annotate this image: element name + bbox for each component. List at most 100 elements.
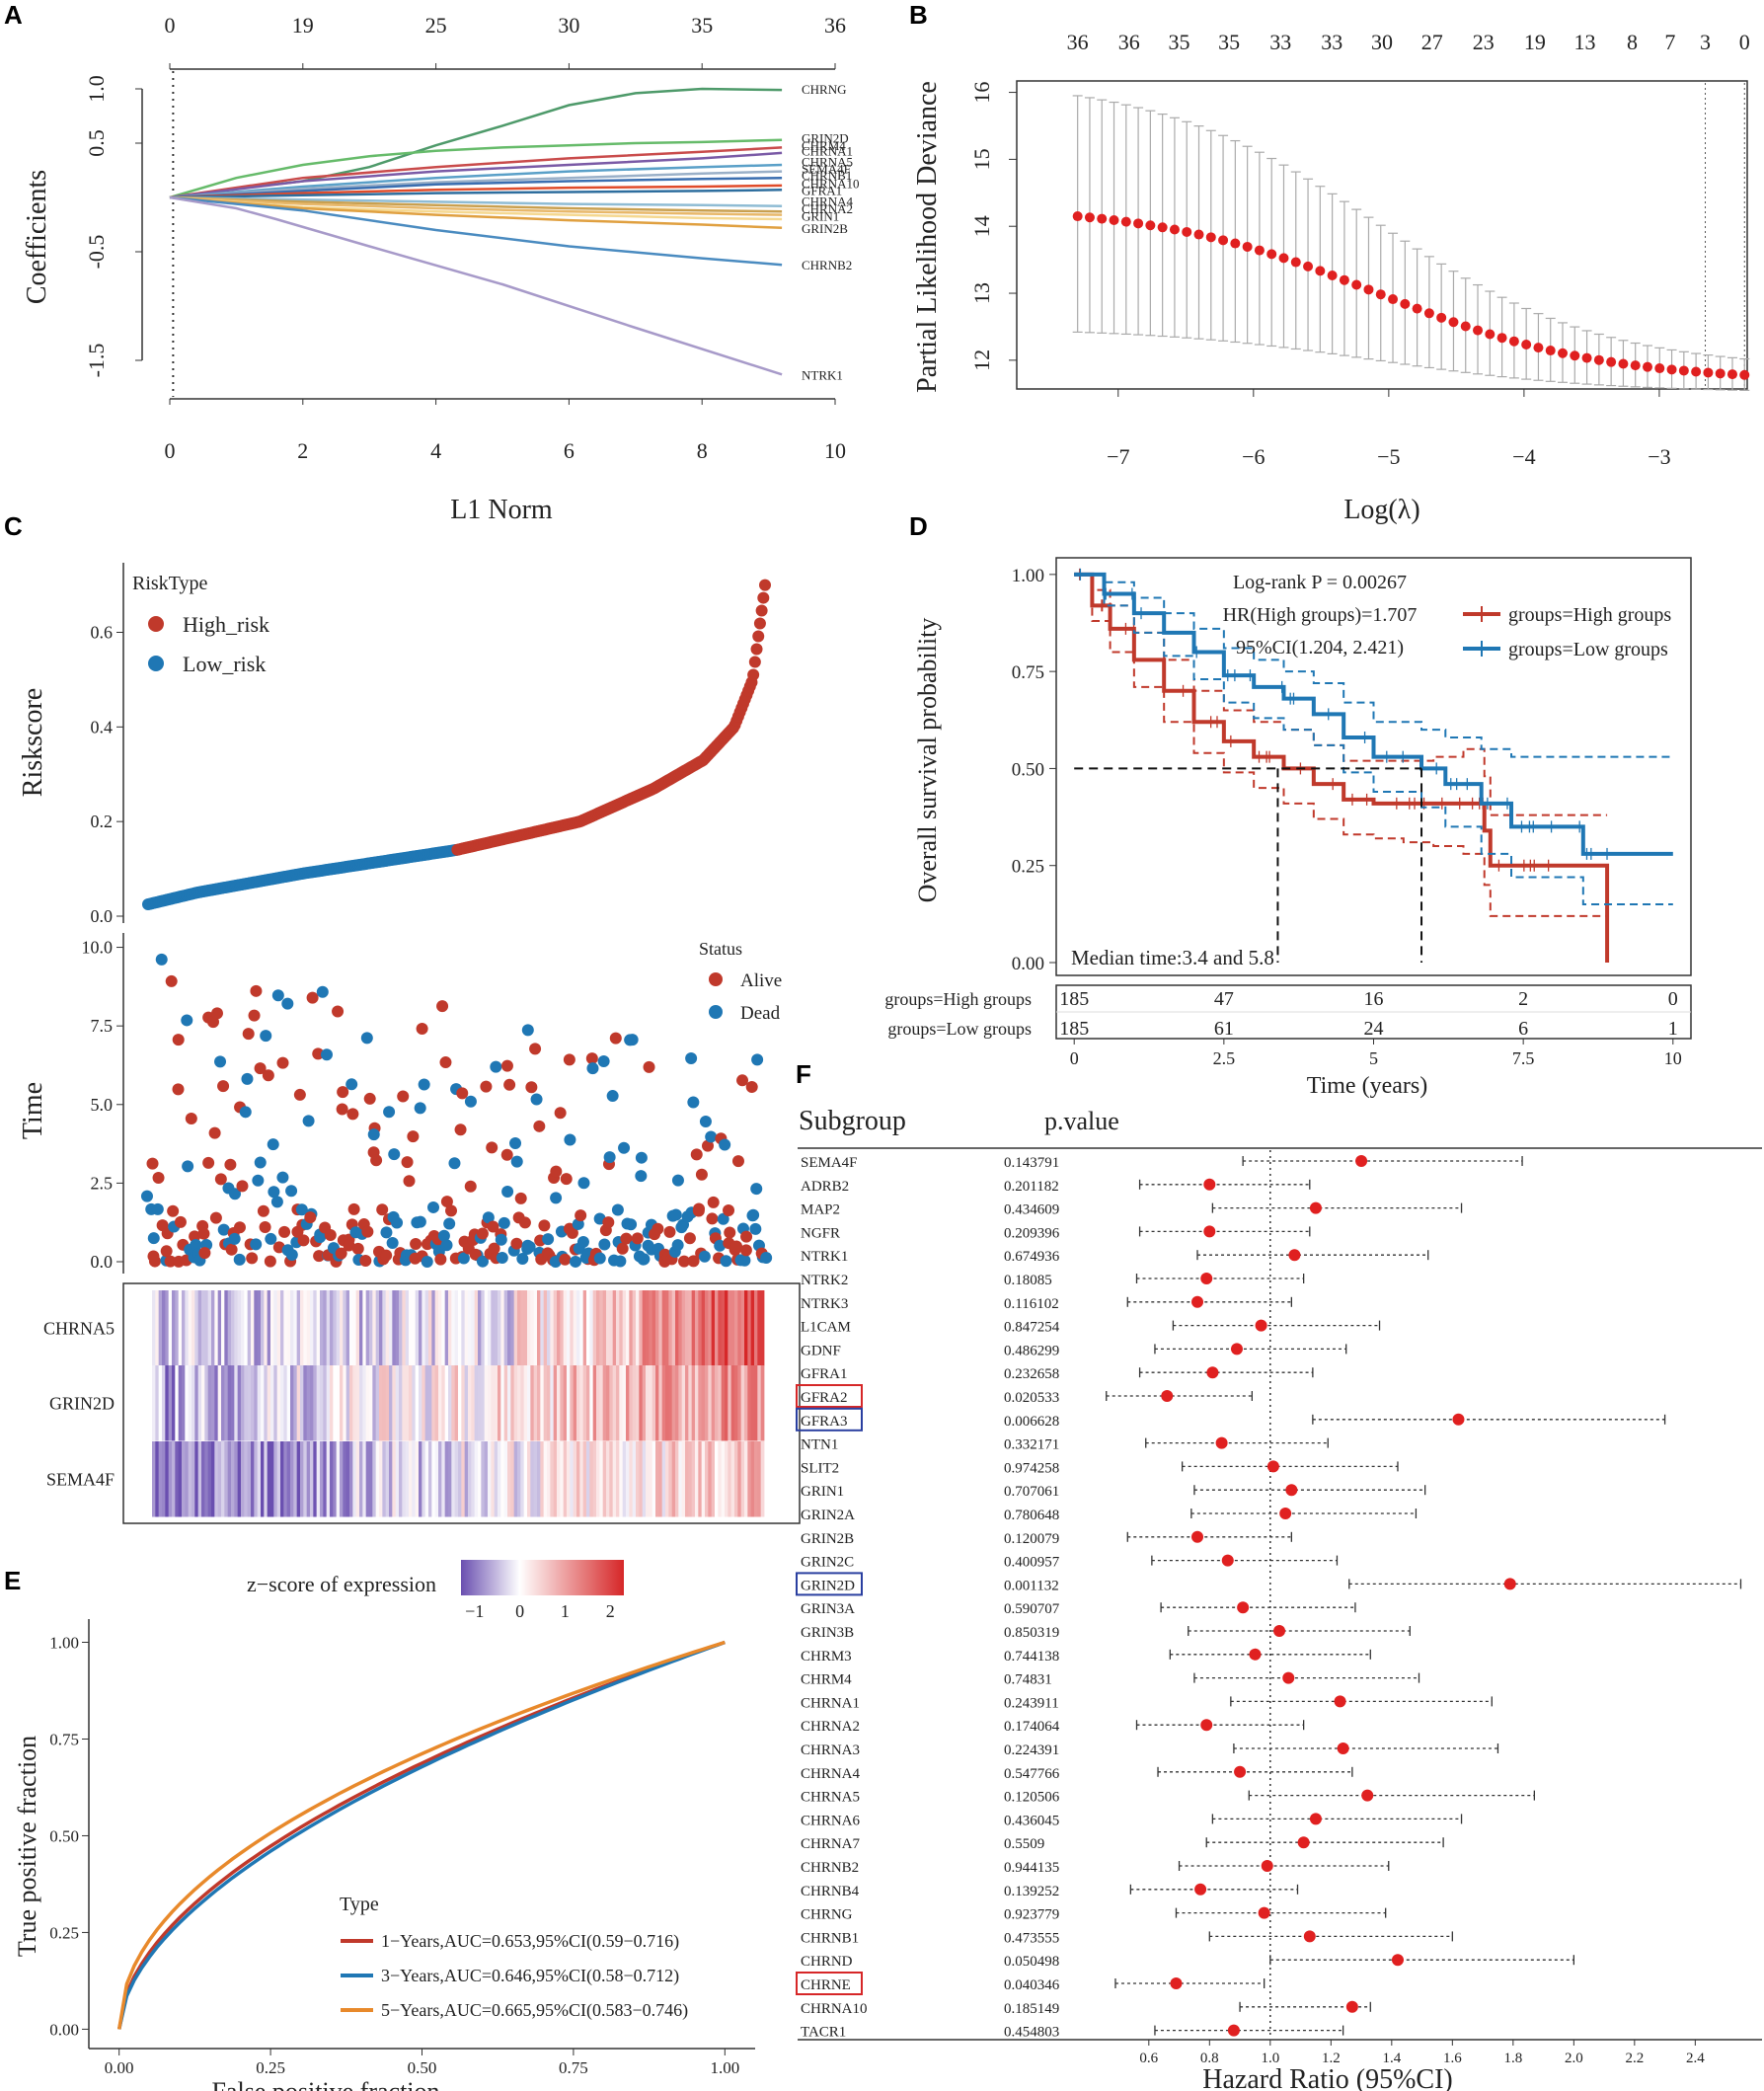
heatmap-cell [276,1365,281,1441]
heatmap-cell [612,1290,617,1366]
panel-label-b: B [909,0,928,30]
heatmap-cell [582,1441,587,1517]
heatmap-cell [182,1441,186,1517]
heatmap-cell [270,1290,274,1366]
heatmap-cell [362,1290,367,1366]
heatmap-cell [498,1441,501,1517]
heatmap-cell [395,1441,400,1517]
time-status-point [456,1087,469,1100]
deviance-point [1508,336,1519,347]
heatmap-cell [428,1290,432,1366]
pvalue-label: 0.139252 [1004,1884,1059,1899]
heatmap-cell [730,1441,735,1517]
time-status-point [687,1255,700,1268]
heatmap-cell [691,1365,696,1441]
pvalue-label: 0.850319 [1004,1625,1059,1641]
heatmap-cell [665,1290,669,1366]
heatmap-cell [563,1365,568,1441]
heatmap-cell [474,1441,479,1517]
heatmap-cell [254,1365,259,1441]
time-status-point [436,1000,449,1013]
heatmap-cell [316,1441,321,1517]
time-status-point [233,1221,246,1234]
heatmap-cell [523,1441,528,1517]
heatmap-cell [197,1365,202,1441]
hazard-ratio-point [1200,1719,1213,1732]
y-axis-title: Overall survival probability [913,618,942,903]
y-axis-title: Time [18,1082,48,1139]
heatmap-cell [185,1365,190,1441]
time-status-point [663,1225,676,1238]
time-status-point [495,1233,507,1246]
heatmap-cell [444,1290,449,1366]
riskscore-point [759,579,771,591]
pvalue-label: 0.923779 [1004,1907,1059,1923]
time-status-point [388,1148,401,1161]
heatmap-cell [730,1365,735,1441]
time-status-point [714,1239,727,1252]
heatmap-cell [182,1365,186,1441]
heatmap-cell [464,1290,469,1366]
deviance-point [1315,266,1326,276]
y-tick-label: 1.0 [84,75,109,103]
heatmap-cell [705,1441,709,1517]
top-tick-label: 33 [1321,30,1342,54]
x-axis-title: Hazard Ratio (95%CI) [1202,2064,1452,2091]
heatmap-cell [688,1365,693,1441]
heatmap-cell [313,1365,318,1441]
time-status-point [254,1156,267,1169]
heatmap-cell [494,1441,499,1517]
time-status-point [530,1093,543,1106]
heatmap-cell [649,1365,653,1441]
deviance-point [1630,360,1641,371]
time-status-point [706,1212,719,1225]
heatmap-cell [543,1290,548,1366]
time-status-point [276,1171,289,1184]
heatmap-cell [300,1365,304,1441]
heatmap-cell [402,1290,407,1366]
time-status-point [717,1212,729,1225]
time-status-point [164,1255,177,1268]
heatmap-cell [642,1441,647,1517]
panel-label-c: C [4,511,23,541]
x-tick-label: 1.2 [1322,2051,1341,2066]
colorbar-title: z−score of expression [247,1572,436,1596]
y-tick-label: 7.5 [91,1016,114,1036]
heatmap-cell [540,1290,545,1366]
heatmap-cell [257,1365,262,1441]
deviance-point [1581,352,1592,363]
time-status-point [749,1222,762,1235]
heatmap-cell [323,1441,328,1517]
subgroup-label: GRIN2C [801,1555,854,1571]
heatmap-cell [214,1290,219,1366]
heatmap-cell [530,1290,535,1366]
ci-upper [1074,573,1673,758]
heatmap-cell [451,1441,456,1517]
panel-d: 0.00 0.25 0.50 0.75 1.00 Overall survival pro… [884,557,1692,1099]
heatmap-cell [352,1441,357,1517]
top-tick-label: 23 [1473,30,1495,54]
heatmap-cell [708,1441,713,1517]
heatmap-cell [478,1441,482,1517]
heatmap-cell [750,1290,755,1366]
heatmap-cell [409,1290,413,1366]
heatmap-cell [399,1365,403,1441]
deviance-point [1703,367,1714,378]
time-status-point [702,1139,715,1152]
heatmap-cell [188,1290,192,1366]
heatmap-cell [478,1365,482,1441]
pvalue-label: 0.434609 [1004,1202,1059,1218]
time-status-point [440,1196,453,1208]
heatmap-cell [178,1365,183,1441]
deviance-point [1218,235,1229,246]
y-tick-label: 0.0 [91,1252,114,1272]
y-tick-label: 0.5 [84,129,109,157]
heatmap-cell [619,1290,624,1366]
x-tick-label: 2.2 [1625,2051,1644,2066]
y-tick-label: -0.5 [84,235,109,270]
heatmap-cell [326,1365,331,1441]
heatmap-cell [484,1290,489,1366]
heatmap-cell [415,1365,420,1441]
heatmap-cell [227,1290,232,1366]
legend-label: Alive [740,970,782,991]
